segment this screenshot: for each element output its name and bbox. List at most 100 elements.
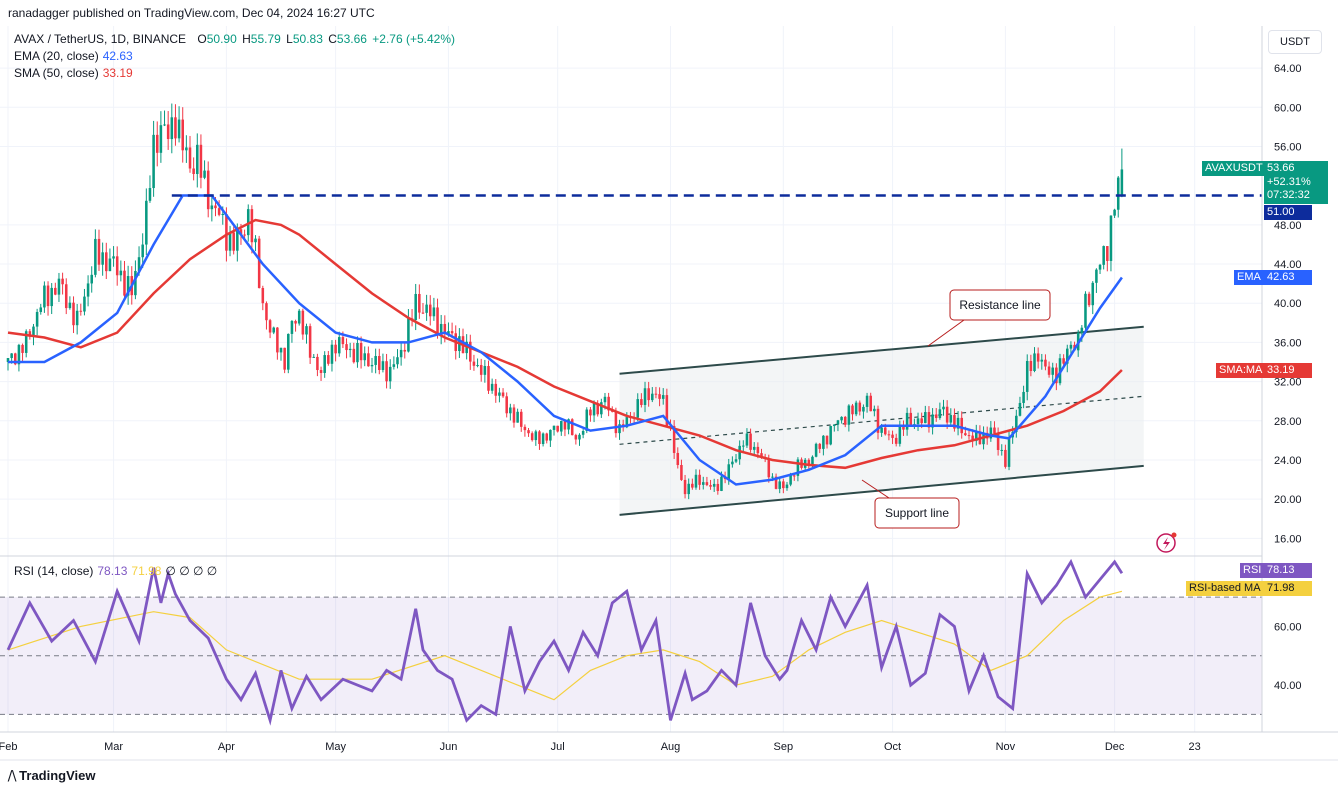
candle-body [17,344,21,365]
candle [181,107,184,163]
candle [1036,347,1040,369]
legend-ema[interactable]: EMA (20, close) 42.63 [14,49,133,63]
candle-body [232,232,235,251]
candle-body [1102,246,1105,265]
ema-legend-label: EMA (20, close) [14,49,99,63]
candle-body [126,276,130,296]
candle-body [1095,269,1098,283]
candle [327,350,330,366]
currency-button[interactable]: USDT [1268,30,1322,54]
tradingview-logo[interactable]: ⧸⧹ TradingView [8,768,96,784]
legend-rsi[interactable]: RSI (14, close) 78.13 71.98 ∅ ∅ ∅ ∅ [14,564,217,578]
candle [785,481,789,491]
candle [814,442,818,458]
candle-body [163,124,166,126]
time-axis[interactable]: Feb Mar Apr May Jun Jul Aug Sep Oct Nov Dec 23 [0,741,1201,753]
candle-body [166,124,170,140]
candlesticks [6,103,1124,500]
candle-body [920,418,923,424]
candle-body [658,394,661,399]
candle-body [785,484,789,489]
candle-body [301,310,305,335]
candle-body [1007,437,1011,467]
candle-body [672,425,676,453]
candle [949,408,953,426]
candle [192,157,195,181]
symbol-label[interactable]: AVAX / TetherUS, 1D, BINANCE [14,32,187,46]
candle [112,246,115,267]
price-tick-label: 60.00 [1274,102,1302,114]
candle [865,392,869,413]
candle [174,104,177,146]
price-tick-label: 24.00 [1274,455,1302,467]
ohlc-o-label: O [197,32,207,46]
candle-body [833,424,836,426]
candle [570,418,574,436]
candle-body [567,419,570,430]
candle [407,309,410,353]
candle-body [563,420,567,430]
candle-body [727,464,731,480]
candle [589,407,592,422]
candle-body [101,252,104,265]
candle-body [356,343,359,363]
level-tag: 51.00 [1264,205,1312,220]
candle [749,428,752,453]
candle [661,388,665,405]
rsi-ma-tag-name: RSI-based MA [1186,581,1264,596]
candle-body [960,417,963,434]
candle-body [177,119,181,139]
candle-body [778,481,781,489]
candle-body [905,412,909,430]
rsi-axis[interactable]: 40.00 60.00 [1274,621,1302,692]
candle [945,400,949,429]
candle [873,405,876,417]
price-tick-label: 64.00 [1274,63,1302,75]
rsi-tag-value: 78.13 [1264,563,1312,578]
candle-body [1066,348,1069,364]
candle [334,339,337,362]
candle-body [661,395,665,399]
legend-sma[interactable]: SMA (50, close) 33.19 [14,66,133,80]
candle [148,175,152,203]
price-axis[interactable]: 16.00 20.00 24.00 28.00 32.00 36.00 40.00 44.00… [1274,63,1302,545]
candle [283,347,286,374]
candle-body [246,209,250,236]
candle-body [625,417,629,428]
candle-body [367,353,370,367]
lightning-icon[interactable] [1156,532,1177,553]
price-tag: 53.66 +52.31% 07:32:32 [1264,161,1328,204]
candle [552,425,556,436]
candle [279,347,283,361]
candle [1084,291,1087,334]
candle [268,318,272,339]
candle [490,378,494,394]
candle-body [152,134,155,189]
candle-body [924,412,927,424]
candle [337,331,341,357]
rsi-tag-name: RSI [1240,563,1265,578]
price-tick-label: 44.00 [1274,259,1302,271]
candle-body [876,408,880,433]
candle-body [450,331,454,334]
candle-body [734,459,738,462]
candle [752,442,756,456]
candle-body [479,365,483,375]
candle-body [239,229,243,235]
candle [822,435,825,456]
candle [843,415,847,428]
candle-body [94,238,97,275]
candle-body [174,117,177,139]
candle [1022,385,1025,409]
rsi-legend-extra: ∅ ∅ ∅ ∅ [165,564,218,578]
candle-body [425,304,428,313]
candle-body [374,356,377,365]
candle [734,454,738,464]
rsi-tick-label: 60.00 [1274,621,1302,633]
candle [578,433,581,446]
candle [64,278,68,315]
candle-body [883,427,887,435]
ohlc-change: +2.76 (+5.42%) [372,32,456,46]
candle-body [268,320,272,333]
legend-main[interactable]: AVAX / TetherUS, 1D, BINANCE O50.90 H55.… [14,32,455,46]
